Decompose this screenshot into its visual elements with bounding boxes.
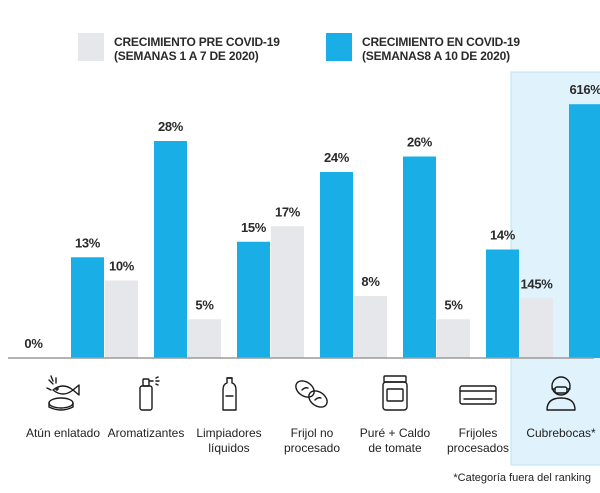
bar-pre-5 [354, 296, 387, 358]
legend-entry-1: CRECIMIENTO PRE COVID-19 (SEMANAS 1 A 7 D… [114, 35, 280, 63]
value-label-pre-1: 0% [24, 336, 43, 351]
value-label-during-7: 616% [569, 82, 600, 97]
jar-icon [382, 375, 408, 411]
value-label-pre-3: 5% [195, 297, 214, 312]
bar-during-4 [320, 172, 353, 358]
category-label-5: Puré + Caldo de tomate [360, 426, 431, 455]
bar-during-5 [403, 156, 436, 358]
bar-pre-6 [437, 319, 470, 358]
bar-pre-3 [188, 319, 221, 358]
beans-icon [295, 380, 328, 408]
value-label-pre-5: 8% [361, 274, 380, 289]
value-label-pre-2: 10% [109, 259, 135, 274]
category-label-4: Frijol no procesado [284, 426, 340, 455]
value-label-during-2: 28% [158, 119, 184, 134]
bar-during-7 [569, 104, 600, 358]
value-label-during-3: 15% [241, 220, 267, 235]
value-label-during-4: 24% [324, 150, 350, 165]
cleaner-bottle-icon [222, 377, 237, 411]
legend-entry-2: CRECIMIENTO EN COVID-19 (SEMANAS8 A 10 DE… [362, 35, 520, 63]
legend-swatch-2 [326, 33, 352, 61]
value-label-pre-4: 17% [275, 204, 301, 219]
fish-can-icon [46, 375, 80, 411]
value-label-during-5: 26% [407, 135, 433, 150]
value-label-during-1: 13% [75, 235, 101, 250]
face-mask-icon [546, 376, 576, 411]
bar-during-6 [486, 249, 519, 358]
category-label-7: Cubrebocas* [526, 426, 596, 440]
bar-pre-7 [520, 298, 553, 358]
spray-bottle-icon [139, 376, 160, 411]
footnote: *Categoría fuera del ranking [453, 472, 591, 484]
bar-during-1 [71, 257, 104, 358]
legend-swatch-1 [78, 33, 104, 61]
can-icon [459, 385, 497, 405]
bar-pre-4 [271, 226, 304, 358]
category-label-1: Atún enlatado [26, 426, 100, 440]
bar-during-3 [237, 241, 270, 358]
category-label-2: Aromatizantes [108, 426, 185, 440]
value-label-during-6: 14% [490, 228, 516, 243]
legend: CRECIMIENTO PRE COVID-19 (SEMANAS 1 A 7 D… [78, 33, 521, 63]
value-label-pre-7: 145% [520, 276, 553, 291]
category-label-3: Limpiadores líquidos [196, 426, 261, 455]
bar-during-2 [154, 141, 187, 358]
bar-pre-2 [105, 280, 138, 358]
value-label-pre-6: 5% [444, 297, 463, 312]
category-label-6: Frijoles procesados [447, 426, 509, 455]
